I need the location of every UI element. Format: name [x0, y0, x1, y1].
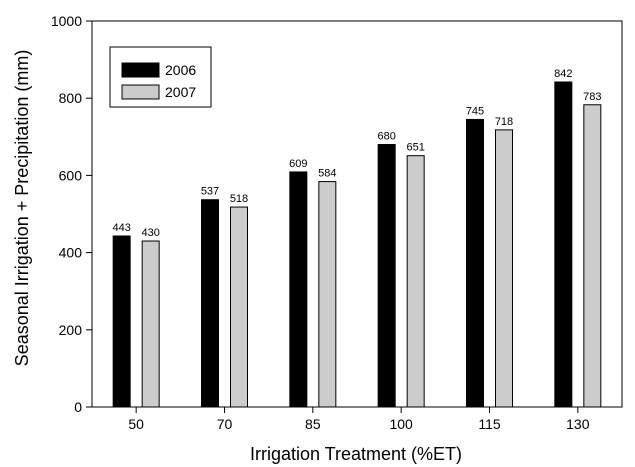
legend-swatch — [121, 84, 160, 100]
x-tick-label: 70 — [217, 416, 233, 432]
y-axis-title: Seasonal Irrigation + Precipitation (mm) — [12, 50, 32, 367]
x-tick-label: 115 — [478, 416, 501, 432]
data-label: 651 — [406, 142, 424, 154]
bar-2006-130 — [554, 81, 573, 408]
plot-frame — [91, 20, 623, 408]
legend-label: 2006 — [165, 62, 196, 78]
bar-2006-100 — [377, 144, 396, 408]
bar-2007-130 — [583, 104, 602, 408]
data-label: 430 — [141, 227, 159, 239]
data-label: 584 — [318, 168, 336, 180]
bar-2006-115 — [466, 118, 484, 408]
x-tick-label: 50 — [128, 416, 144, 432]
data-label: 745 — [466, 105, 484, 117]
x-tick-label: 130 — [566, 416, 590, 432]
bar-2007-115 — [495, 129, 513, 408]
data-label: 609 — [289, 158, 307, 170]
data-label: 718 — [495, 116, 513, 128]
bar-2006-70 — [201, 199, 219, 408]
bar-2007-50 — [141, 240, 160, 408]
y-tick-label: 200 — [59, 322, 83, 338]
y-tick-label: 800 — [59, 90, 83, 106]
x-tick-label: 85 — [305, 416, 321, 432]
bar-2007-70 — [230, 206, 248, 408]
data-label: 680 — [377, 131, 395, 143]
bar-2007-85 — [318, 181, 337, 408]
y-tick-label: 0 — [74, 399, 82, 415]
bar-2006-50 — [112, 235, 131, 408]
x-tick-label: 100 — [389, 416, 413, 432]
data-label: 518 — [230, 193, 248, 205]
plot-area: 0 200 400 600 800 1000 50 443 430 70 537 518 85 609 58… — [51, 13, 623, 432]
bar-2007-100 — [406, 155, 425, 408]
data-label: 537 — [201, 186, 219, 198]
bar-2006-85 — [289, 171, 308, 408]
y-tick-label: 600 — [59, 167, 83, 183]
data-label: 443 — [112, 222, 130, 234]
x-axis-title: Irrigation Treatment (%ET) — [250, 444, 462, 464]
y-tick-label: 400 — [59, 245, 83, 261]
legend-label: 2007 — [165, 84, 196, 100]
legend-swatch — [121, 62, 160, 78]
data-label: 783 — [583, 91, 601, 103]
data-label: 842 — [554, 68, 572, 80]
y-tick-label: 1000 — [51, 13, 82, 29]
